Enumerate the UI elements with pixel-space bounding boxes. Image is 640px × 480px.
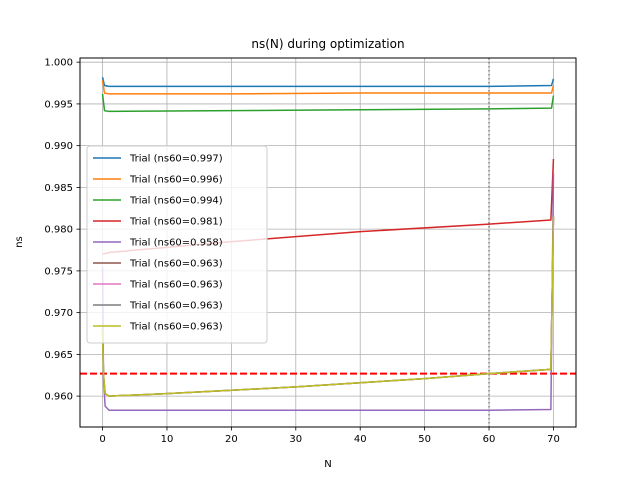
- legend-label: Trial (ns60=0.994): [129, 196, 223, 207]
- y-tick-label: 1.000: [44, 58, 73, 69]
- chart-title: ns(N) during optimization: [251, 37, 404, 51]
- x-tick-label: 30: [289, 434, 302, 445]
- y-tick-label: 0.980: [44, 225, 73, 236]
- axis-ticks: 0 10 20 30 40 50 60 70 0.960 0.965 0.970 0.975 0.980…: [44, 58, 559, 445]
- y-tick-label: 0.975: [44, 266, 73, 277]
- y-tick-label: 0.985: [44, 183, 73, 194]
- x-tick-label: 10: [161, 434, 174, 445]
- legend-box: [86, 145, 268, 344]
- x-axis-label: N: [324, 459, 331, 470]
- series-line: [101, 77, 555, 88]
- x-tick-label: 50: [418, 434, 431, 445]
- series-line: [101, 216, 555, 397]
- y-tick-label: 0.960: [44, 392, 73, 403]
- y-tick-label: 0.970: [44, 308, 73, 319]
- grid-lines: [80, 58, 576, 427]
- legend-label: Trial (ns60=0.963): [129, 280, 223, 291]
- y-tick-label: 0.995: [44, 99, 73, 110]
- legend-label: Trial (ns60=0.963): [129, 301, 223, 312]
- legend-label: Trial (ns60=0.996): [129, 175, 223, 186]
- series-line: [101, 93, 555, 113]
- legend-label: Trial (ns60=0.981): [129, 217, 223, 228]
- plot-frame: [79, 57, 577, 428]
- y-axis-label: ns: [14, 236, 25, 248]
- y-tick-label: 0.965: [44, 350, 73, 361]
- y-tick-label: 0.990: [44, 141, 73, 152]
- series-line: [101, 80, 555, 95]
- legend-label: Trial (ns60=0.963): [129, 259, 223, 270]
- legend-label: Trial (ns60=0.997): [129, 154, 223, 165]
- x-tick-label: 40: [354, 434, 367, 445]
- legend-label: Trial (ns60=0.963): [129, 322, 223, 333]
- legend: Trial (ns60=0.997) Trial (ns60=0.996) Tria…: [86, 145, 268, 344]
- x-tick-label: 0: [99, 434, 105, 445]
- x-tick-label: 20: [225, 434, 238, 445]
- x-tick-label: 70: [547, 434, 560, 445]
- x-tick-label: 60: [483, 434, 496, 445]
- legend-label: Trial (ns60=0.958): [129, 238, 223, 249]
